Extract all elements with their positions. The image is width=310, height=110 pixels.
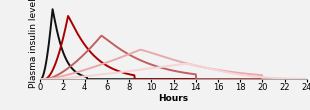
Y-axis label: Plasma insulin levels: Plasma insulin levels bbox=[29, 0, 38, 88]
X-axis label: Hours: Hours bbox=[158, 94, 189, 103]
